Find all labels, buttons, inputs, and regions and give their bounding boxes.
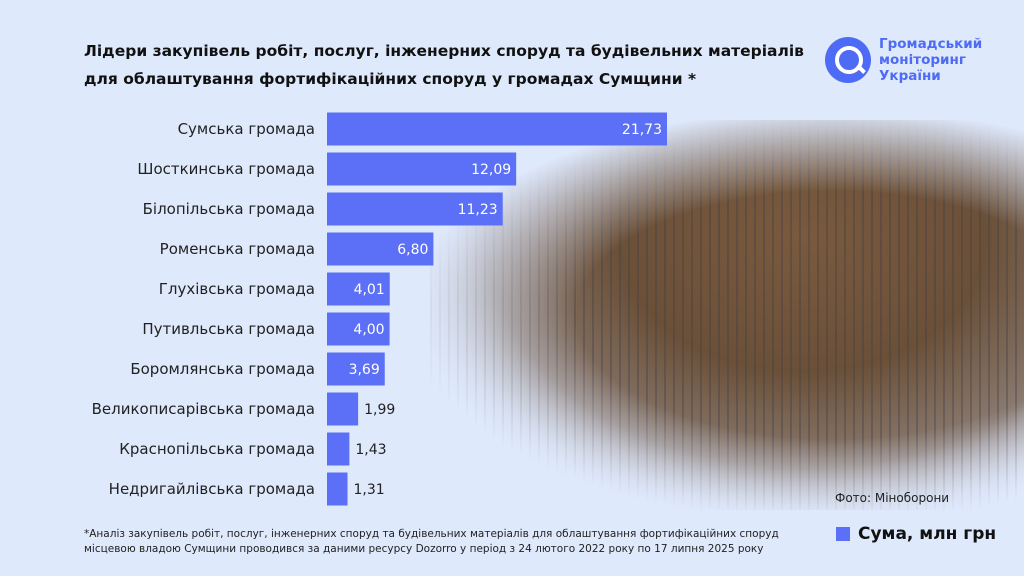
title-line-2: для облаштування фортифікаційних споруд … [84, 70, 697, 88]
data-label: 21,73 [622, 122, 662, 138]
data-label: 12,09 [471, 162, 511, 178]
logo-line: Громадський [879, 36, 983, 52]
data-label: 1,31 [353, 482, 384, 498]
legend: Сума, млн грн [836, 524, 996, 544]
bar [327, 112, 667, 146]
bar [327, 232, 434, 266]
bar [327, 432, 350, 466]
category-label: Шосткинська громада [137, 160, 315, 178]
category-label: Краснопільська громада [119, 440, 315, 458]
photo-credit: Фото: Міноборони [835, 491, 950, 505]
category-label: Великописарівська громада [92, 400, 315, 418]
logo-line: моніторинг [879, 52, 966, 68]
data-label: 1,99 [364, 402, 395, 418]
category-label: Глухівська громада [159, 280, 315, 298]
bar [327, 152, 517, 186]
data-label: 11,23 [458, 202, 498, 218]
footnote-line: *Аналіз закупівель робіт, послуг, інжене… [84, 528, 779, 540]
data-label: 4,00 [353, 322, 384, 338]
title-line-1: Лідери закупівель робіт, послуг, інженер… [84, 42, 804, 60]
legend-label: Сума, млн грн [858, 524, 997, 544]
bar [327, 192, 503, 226]
bar [327, 472, 348, 506]
footnote-line: місцевою владою Сумщини проводився за да… [84, 543, 764, 555]
category-label: Білопільська громада [143, 200, 315, 218]
bar [327, 392, 359, 426]
data-label: 1,43 [355, 442, 386, 458]
bar [327, 272, 390, 306]
bar [327, 352, 385, 386]
category-label: Сумська громада [178, 120, 315, 138]
category-label: Боромлянська громада [130, 360, 315, 378]
logo: Громадський моніторинг України [825, 36, 989, 84]
data-label: 4,01 [354, 282, 385, 298]
category-label: Путивльська громада [142, 320, 315, 338]
magnifier-icon [825, 37, 871, 83]
data-label: 3,69 [349, 362, 380, 378]
legend-swatch [836, 527, 850, 541]
footnote: *Аналіз закупівель робіт, послуг, інжене… [84, 527, 784, 557]
category-label: Роменська громада [160, 240, 315, 258]
logo-line: України [879, 68, 941, 84]
category-label: Недригайлівська громада [109, 480, 315, 498]
trench-photo [430, 120, 1024, 510]
data-label: 6,80 [397, 242, 428, 258]
bar [327, 312, 390, 346]
